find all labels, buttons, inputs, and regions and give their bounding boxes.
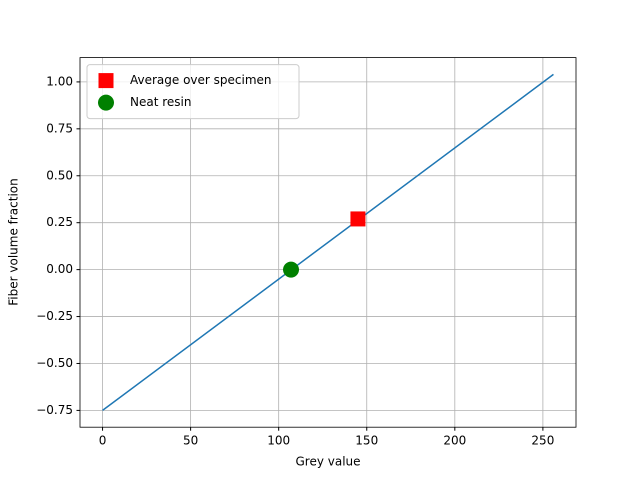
legend-label: Average over specimen [130,73,272,87]
y-tick-label: 0.75 [46,121,73,135]
plot-frame [79,57,577,428]
x-tick-label: 200 [443,434,466,448]
x-tick-label: 150 [355,434,378,448]
y-tick-label: 1.00 [46,74,73,88]
y-tick-label: 0.00 [46,262,73,276]
legend: Average over specimen Neat resin [86,64,300,120]
x-axis-label: Grey value [295,455,360,469]
y-tick-label: 0.50 [46,168,73,182]
data-line [102,73,554,412]
legend-box [86,64,300,120]
marker [283,261,300,278]
x-tick-label: 250 [531,434,554,448]
y-tick-label: −0.75 [36,403,73,417]
x-tick-label: 50 [183,434,198,448]
x-tick-label: 0 [99,434,107,448]
x-tick-label: 100 [267,434,290,448]
y-tick-label: 0.25 [46,215,73,229]
legend-label: Neat resin [130,95,191,109]
marker [98,94,114,111]
y-tick-label: −0.25 [36,309,73,323]
y-axis-label: Fiber volume fraction [7,178,21,305]
marker [350,211,366,227]
marker [98,73,114,89]
y-tick-label: −0.50 [36,356,73,370]
